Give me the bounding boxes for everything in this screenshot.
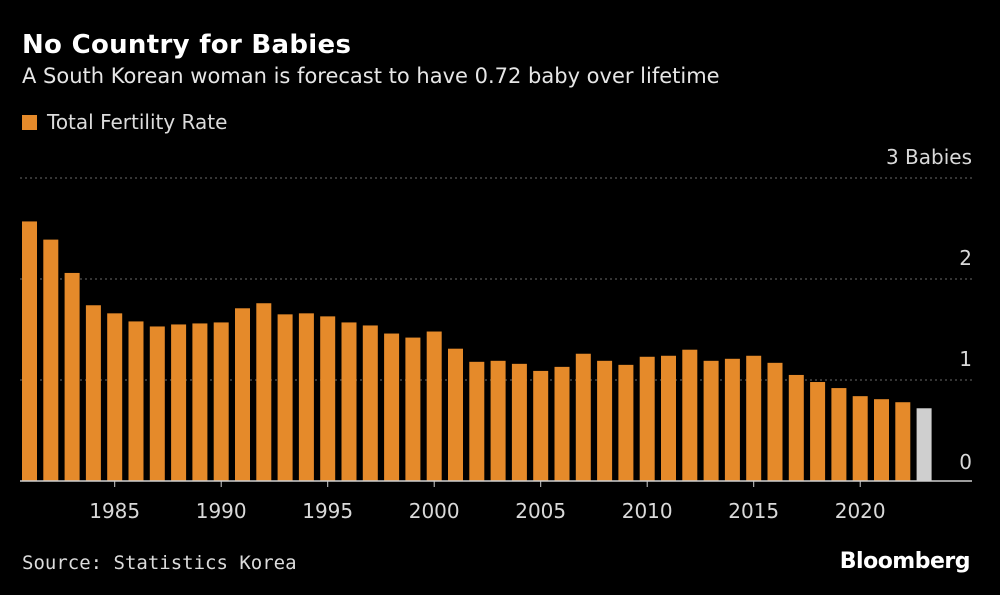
bar xyxy=(575,353,591,481)
bar xyxy=(64,272,80,481)
bar xyxy=(405,337,421,481)
bar xyxy=(320,316,336,481)
y-tick-label: 2 xyxy=(959,246,972,270)
bar xyxy=(767,362,783,481)
bar xyxy=(533,370,549,481)
x-tick-label: 2020 xyxy=(835,499,886,523)
x-tick-label: 2005 xyxy=(515,499,566,523)
bar xyxy=(895,402,911,481)
bar xyxy=(746,355,762,481)
bar xyxy=(490,360,506,481)
bar xyxy=(511,363,527,481)
x-tick-label: 1985 xyxy=(89,499,140,523)
bar xyxy=(298,313,314,481)
forecast-bar xyxy=(916,408,932,481)
x-tick-label: 1990 xyxy=(196,499,247,523)
bar xyxy=(362,325,378,481)
bar xyxy=(788,374,804,481)
bar xyxy=(256,303,272,481)
bar xyxy=(128,321,144,481)
bar xyxy=(341,322,357,481)
bar xyxy=(171,324,187,481)
y-tick-label: 1 xyxy=(959,347,972,371)
x-tick-label: 1995 xyxy=(302,499,353,523)
bar xyxy=(724,358,740,481)
bar xyxy=(852,396,868,481)
bar xyxy=(43,239,59,481)
bar xyxy=(448,348,463,481)
bar xyxy=(810,382,826,481)
bar xyxy=(235,308,250,481)
x-tick-label: 2010 xyxy=(622,499,673,523)
bar xyxy=(426,331,442,481)
bar xyxy=(85,305,101,481)
bar xyxy=(469,361,485,481)
bar xyxy=(192,323,208,481)
bar xyxy=(277,314,293,481)
bar xyxy=(554,366,570,481)
chart-subtitle: A South Korean woman is forecast to have… xyxy=(22,64,720,88)
legend: Total Fertility Rate xyxy=(22,110,227,134)
y-tick-label: 0 xyxy=(959,450,972,474)
bar xyxy=(107,313,123,481)
y-tick-label: 3 Babies xyxy=(886,145,972,169)
legend-swatch xyxy=(22,114,37,130)
legend-label: Total Fertility Rate xyxy=(47,110,228,134)
bar xyxy=(639,356,655,481)
bar xyxy=(597,360,613,481)
bar xyxy=(149,326,165,481)
x-tick-label: 2000 xyxy=(409,499,460,523)
bar xyxy=(874,399,889,481)
bar xyxy=(703,360,719,481)
bar xyxy=(22,221,37,481)
bloomberg-logo: Bloomberg xyxy=(839,549,971,574)
x-tick-label: 2015 xyxy=(728,499,779,523)
bar xyxy=(831,388,847,481)
bar xyxy=(384,333,400,481)
bar xyxy=(213,322,229,481)
bar xyxy=(618,364,634,481)
source-note: Source: Statistics Korea xyxy=(22,552,297,574)
bar xyxy=(661,355,676,481)
bar xyxy=(682,349,698,481)
chart-title: No Country for Babies xyxy=(22,30,352,60)
